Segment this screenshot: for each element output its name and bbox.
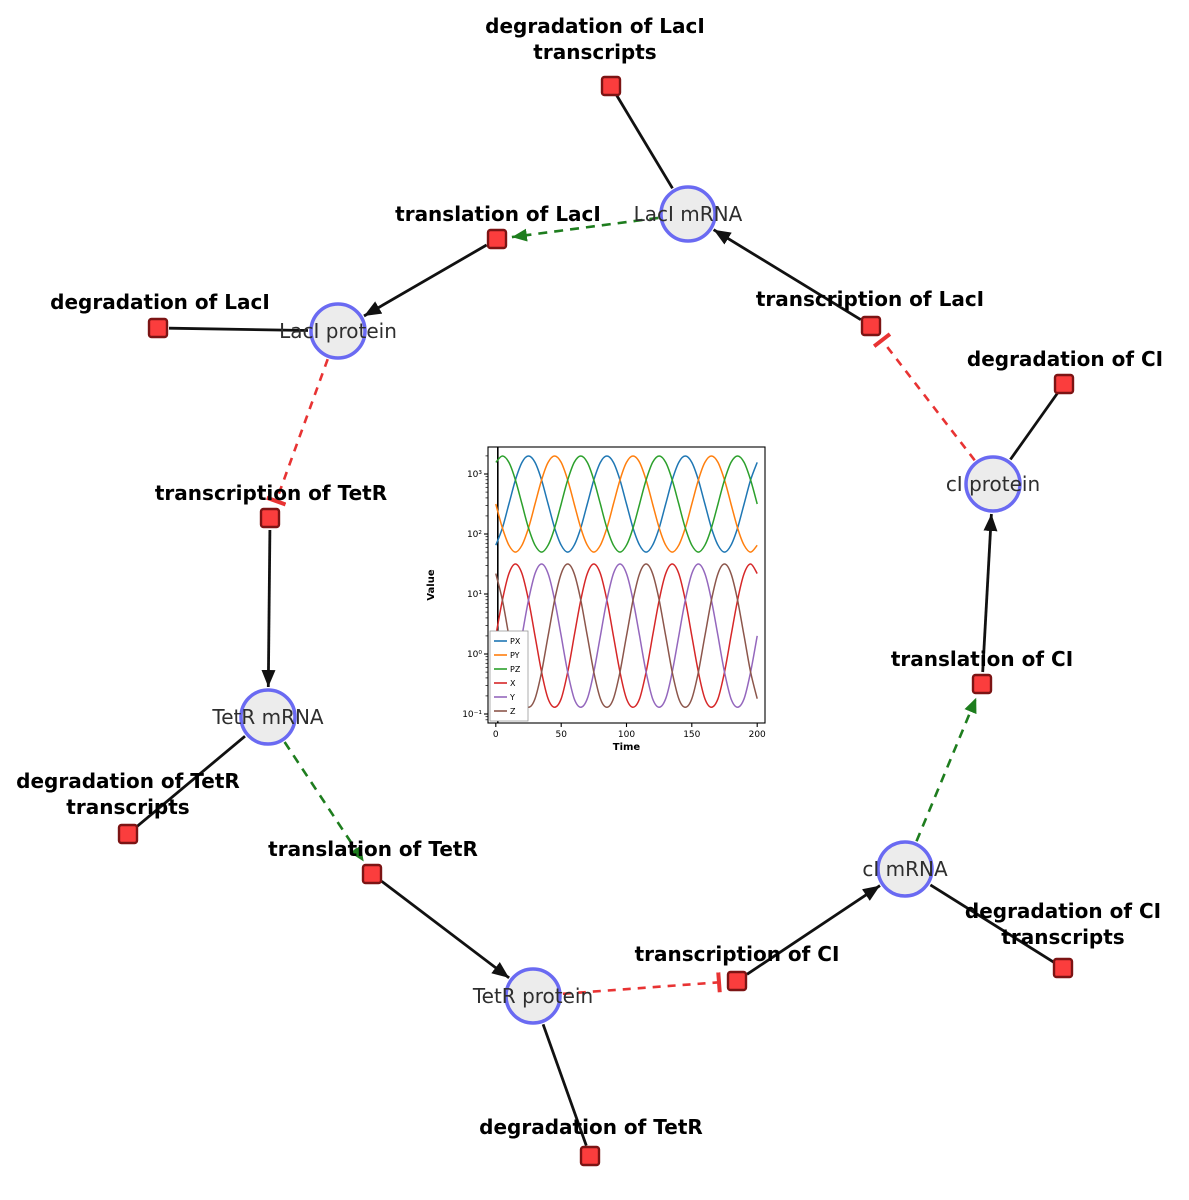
edge-product-transcription_laci-laci_mrna: [712, 228, 862, 321]
species-label-ci_protein: cI protein: [946, 472, 1040, 496]
reaction-label-translation_ci: translation of CI: [891, 647, 1073, 671]
reaction-node-transcription_tetr: [259, 507, 281, 529]
x-tick-label: 100: [618, 730, 635, 740]
legend-label-Z: Z: [510, 707, 516, 716]
reaction-node-deg_tetr_transcripts: [117, 823, 139, 845]
edge-product-translation_ci-ci_protein: [981, 513, 998, 673]
x-tick-label: 50: [555, 730, 567, 740]
species-label-laci_mrna: LacI mRNA: [634, 202, 743, 226]
edge-reactant-tetr_protein-deg_tetr: [541, 1023, 588, 1147]
edge-modifier-tetr_mrna-translation_tetr: [283, 741, 365, 863]
plot-frame: [487, 446, 766, 724]
edge-reactant-ci_mrna-deg_ci_transcripts: [929, 883, 1055, 964]
series-line-X: [495, 563, 758, 708]
series-line-Z: [495, 563, 758, 708]
series-line-PZ: [495, 455, 758, 553]
species-label-tetr_protein: TetR protein: [472, 984, 593, 1008]
edge-inhibition-tetr_protein-transcription_ci: [562, 972, 722, 996]
series-line-PY: [495, 455, 758, 553]
y-tick-label: 10³: [467, 470, 482, 480]
legend-label-PX: PX: [510, 637, 521, 646]
species-node-ci_protein: [964, 455, 1022, 513]
y-axis-title: Value: [426, 569, 437, 600]
reaction-label-transcription_tetr: transcription of TetR: [155, 481, 387, 505]
reaction-node-transcription_ci: [726, 970, 748, 992]
edge-reactant-ci_protein-deg_ci: [1009, 392, 1059, 461]
reaction-label-deg_ci: degradation of CI: [967, 347, 1163, 371]
species-label-laci_protein: LacI protein: [279, 319, 397, 343]
species-node-laci_mrna: [659, 185, 717, 243]
reaction-node-translation_ci: [971, 673, 993, 695]
edge-product-transcription_ci-ci_mrna: [746, 884, 881, 976]
reaction-label-transcription_ci: transcription of CI: [635, 942, 840, 966]
legend-label-X: X: [510, 679, 516, 688]
edge-reactant-laci_protein-deg_laci: [168, 326, 309, 332]
edge-product-translation_laci-laci_protein: [363, 243, 488, 318]
reaction-label-deg_laci_transcripts: degradation of LacI transcripts: [485, 14, 705, 64]
series-line-PX: [495, 455, 758, 553]
reaction-node-deg_ci: [1053, 373, 1075, 395]
legend-label-PY: PY: [510, 651, 520, 660]
reaction-node-transcription_laci: [860, 315, 882, 337]
edge-modifier-ci_mrna-translation_ci: [915, 697, 978, 842]
y-tick-label: 10¹: [467, 590, 482, 600]
y-tick-label: 10⁰: [467, 650, 482, 660]
x-axis-title: Time: [613, 742, 641, 753]
reaction-label-transcription_laci: transcription of LacI: [756, 287, 984, 311]
reaction-node-deg_ci_transcripts: [1052, 957, 1074, 979]
reaction-label-translation_tetr: translation of TetR: [268, 837, 478, 861]
y-tick-label: 10²: [467, 530, 482, 540]
reaction-node-deg_laci: [147, 317, 169, 339]
x-tick-label: 150: [683, 730, 700, 740]
species-label-ci_mrna: cI mRNA: [862, 857, 948, 881]
inset-timeseries-chart: 10⁻¹ 10⁰ 10¹ 10² 10³ 0 50 100 150 200 Time Value PX P…: [420, 435, 780, 765]
reaction-label-deg_ci_transcripts: degradation of CI transcripts: [965, 899, 1161, 949]
species-node-tetr_protein: [504, 967, 562, 1025]
labels: LacI mRNA LacI protein TetR mRNA TetR prote…: [16, 14, 1163, 1139]
species-label-tetr_mrna: TetR mRNA: [211, 705, 324, 729]
reaction-node-deg_laci_transcripts: [600, 75, 622, 97]
x-tick-label: 200: [749, 730, 766, 740]
edge-modifier-laci_mrna-translation_laci: [511, 216, 659, 242]
y-tick-label: 10⁻¹: [462, 710, 482, 720]
reaction-node-deg_tetr: [579, 1145, 601, 1167]
edge-inhibition-laci_protein-transcription_tetr: [266, 358, 329, 507]
series-line-Y: [495, 563, 758, 708]
reaction-label-deg_laci: degradation of LacI: [50, 290, 270, 314]
legend-box: [489, 630, 529, 722]
edge-reactant-laci_mrna-deg_laci_transcripts: [615, 94, 674, 190]
edges: [135, 94, 1059, 1147]
reaction-label-deg_tetr: degradation of TetR: [479, 1115, 703, 1139]
species-node-ci_mrna: [876, 840, 934, 898]
x-tick-label: 0: [493, 730, 499, 740]
edge-product-transcription_tetr-tetr_mrna: [261, 529, 276, 688]
edge-inhibition-ci_protein-transcription_laci: [872, 332, 976, 462]
legend-label-Y: Y: [509, 693, 515, 702]
species-node-tetr_mrna: [239, 688, 297, 746]
reaction-node-translation_laci: [486, 228, 508, 250]
legend-label-PZ: PZ: [510, 665, 521, 674]
nodes: [117, 75, 1075, 1167]
edge-reactant-tetr_mrna-deg_tetr_transcripts: [135, 735, 246, 828]
reaction-label-deg_tetr_transcripts: degradation of TetR transcripts: [16, 769, 240, 819]
species-node-laci_protein: [309, 302, 367, 360]
edge-product-translation_tetr-tetr_protein: [380, 880, 510, 980]
reaction-label-translation_laci: translation of LacI: [395, 202, 601, 226]
reaction-node-translation_tetr: [361, 863, 383, 885]
